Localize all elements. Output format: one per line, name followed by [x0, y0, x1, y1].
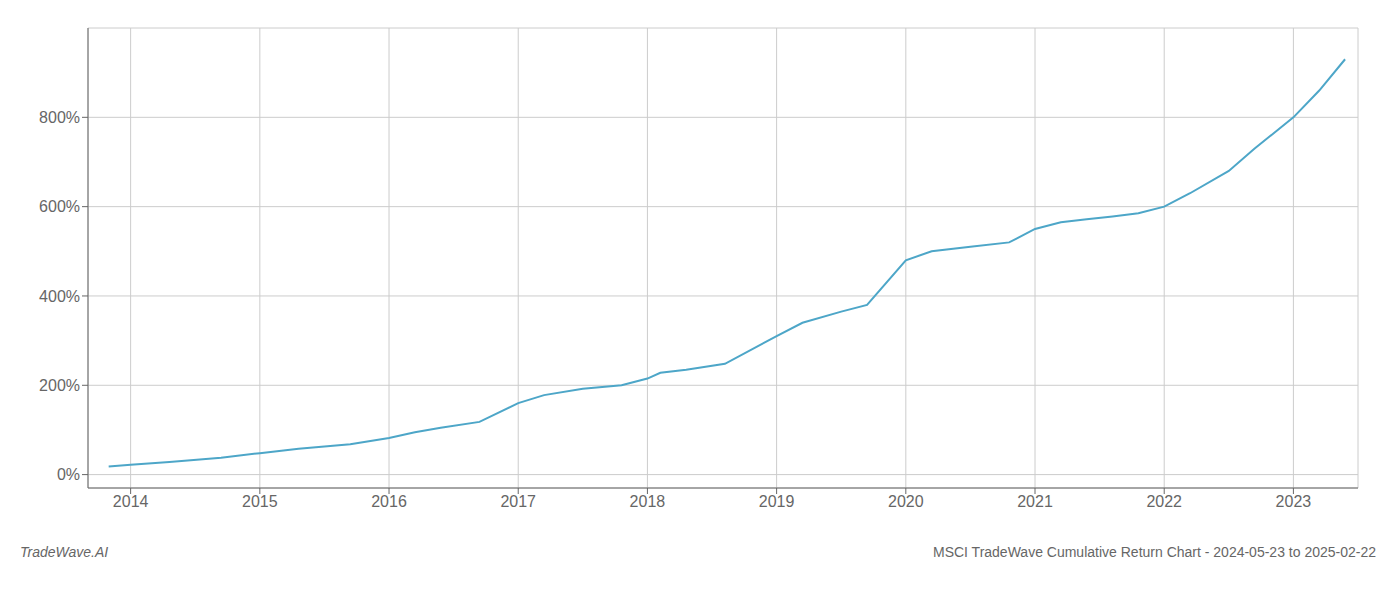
svg-text:2016: 2016	[371, 493, 407, 510]
svg-text:2018: 2018	[630, 493, 666, 510]
svg-text:800%: 800%	[39, 109, 80, 126]
svg-text:2017: 2017	[500, 493, 536, 510]
svg-text:200%: 200%	[39, 377, 80, 394]
svg-text:2015: 2015	[242, 493, 278, 510]
svg-text:2023: 2023	[1276, 493, 1312, 510]
svg-text:2020: 2020	[888, 493, 924, 510]
svg-text:2014: 2014	[113, 493, 149, 510]
html-text:MSCI TradeWave Cumulative Retu: MSCI TradeWave Cumulative Return Chart -…	[933, 544, 1376, 560]
svg-text:600%: 600%	[39, 198, 80, 215]
svg-text:400%: 400%	[39, 288, 80, 305]
html-text:TradeWave.AI: TradeWave.AI	[20, 544, 109, 560]
svg-text:2019: 2019	[759, 493, 795, 510]
svg-text:2022: 2022	[1146, 493, 1182, 510]
svg-text:2021: 2021	[1017, 493, 1053, 510]
svg-text:0%: 0%	[57, 466, 80, 483]
